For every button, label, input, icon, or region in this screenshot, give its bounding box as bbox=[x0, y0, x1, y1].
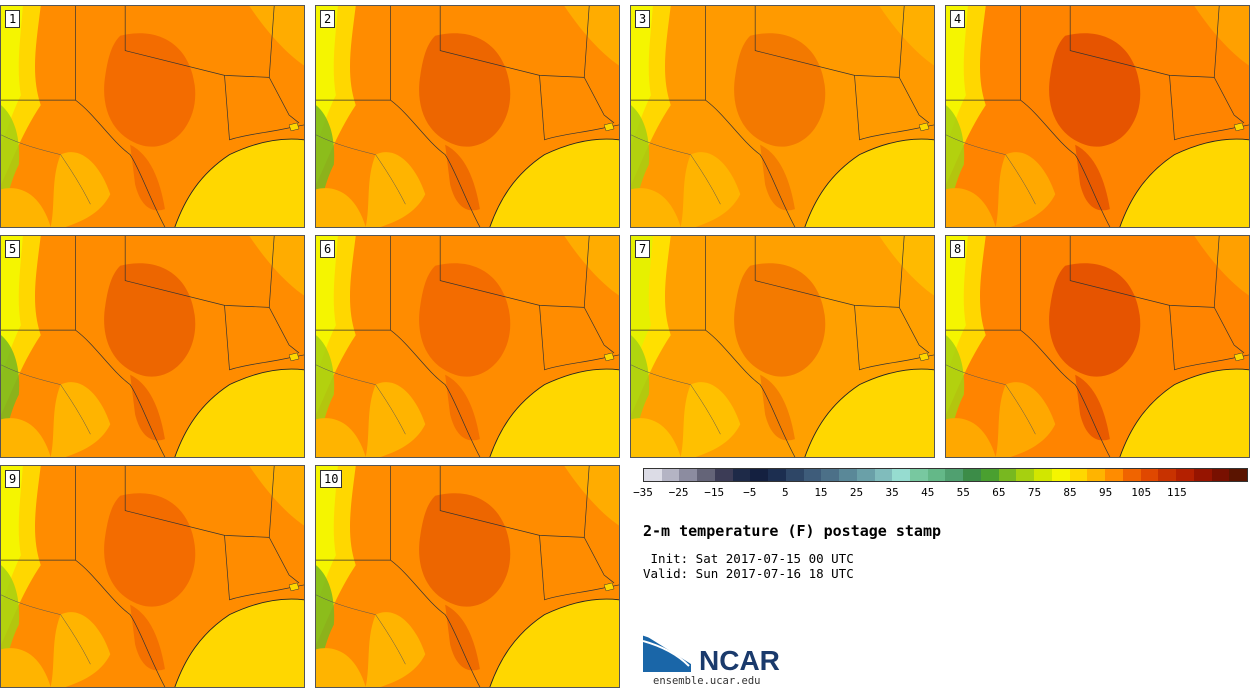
map-panel-2: 2 bbox=[315, 5, 620, 228]
colorbar-segment bbox=[1087, 469, 1106, 481]
panel-label: 8 bbox=[950, 240, 966, 258]
panel-label: 4 bbox=[950, 10, 966, 28]
panel-label: 3 bbox=[635, 10, 651, 28]
colorbar-segment bbox=[1105, 469, 1123, 481]
colorbar-segment bbox=[821, 469, 840, 481]
panel-label: 10 bbox=[320, 470, 343, 488]
colorbar-segment bbox=[750, 469, 769, 481]
colorbar-tick: 105 bbox=[1131, 486, 1152, 499]
temperature-map bbox=[946, 6, 1249, 227]
init-time: Init: Sat 2017-07-15 00 UTC bbox=[643, 551, 854, 566]
temperature-map bbox=[631, 236, 934, 457]
colorbar-segment bbox=[1016, 469, 1035, 481]
temperature-colorbar bbox=[643, 468, 1248, 482]
panel-label: 1 bbox=[5, 10, 21, 28]
colorbar-tick-labels: −35 −25 −15 −5 5 15 25 35 45 55 65 75 85 95 105 115 bbox=[633, 486, 1248, 500]
panel-label: 7 bbox=[635, 240, 651, 258]
panel-label: 5 bbox=[5, 240, 21, 258]
temperature-map bbox=[316, 6, 619, 227]
colorbar-tick: 85 bbox=[1063, 486, 1077, 499]
colorbar-tick: 115 bbox=[1166, 486, 1187, 499]
temperature-map bbox=[1, 6, 304, 227]
colorbar-segment bbox=[1051, 469, 1070, 481]
temperature-map bbox=[1, 466, 304, 687]
colorbar-tick: 45 bbox=[921, 486, 935, 499]
colorbar-tick: 55 bbox=[956, 486, 970, 499]
colorbar-segment bbox=[874, 469, 893, 481]
colorbar-segment bbox=[839, 469, 857, 481]
map-panel-10: 10 bbox=[315, 465, 620, 688]
colorbar-tick: 75 bbox=[1027, 486, 1042, 499]
colorbar-segment bbox=[1122, 469, 1141, 481]
colorbar-segment bbox=[963, 469, 981, 481]
colorbar-tick: 5 bbox=[782, 486, 789, 499]
colorbar-tick: 65 bbox=[992, 486, 1006, 499]
colorbar-segment bbox=[644, 469, 662, 481]
colorbar-segment bbox=[1193, 469, 1212, 481]
ensemble-url[interactable]: ensemble.ucar.edu bbox=[653, 675, 761, 687]
colorbar-segment bbox=[927, 469, 946, 481]
map-panel-1: 1 bbox=[0, 5, 305, 228]
colorbar-tick: 15 bbox=[814, 486, 828, 499]
valid-time: Valid: Sun 2017-07-16 18 UTC bbox=[643, 566, 854, 581]
map-panel-4: 4 bbox=[945, 5, 1250, 228]
ncar-logo-icon bbox=[643, 632, 695, 672]
map-panel-5: 5 bbox=[0, 235, 305, 458]
colorbar-segment bbox=[714, 469, 733, 481]
colorbar-segment bbox=[1069, 469, 1088, 481]
colorbar-segment bbox=[998, 469, 1017, 481]
colorbar-segment bbox=[1211, 469, 1230, 481]
colorbar-segment bbox=[980, 469, 999, 481]
colorbar-tick: −5 bbox=[743, 486, 757, 499]
map-panel-6: 6 bbox=[315, 235, 620, 458]
map-panel-8: 8 bbox=[945, 235, 1250, 458]
colorbar-tick: −25 bbox=[668, 486, 689, 499]
colorbar-tick: −15 bbox=[704, 486, 725, 499]
panel-label: 6 bbox=[320, 240, 336, 258]
ncar-logo-text: NCAR bbox=[699, 645, 780, 676]
temperature-map bbox=[631, 6, 934, 227]
colorbar-segment bbox=[1176, 469, 1194, 481]
colorbar-segment bbox=[661, 469, 680, 481]
temperature-map bbox=[1, 236, 304, 457]
panel-label: 9 bbox=[5, 470, 21, 488]
colorbar-tick: 25 bbox=[849, 486, 864, 499]
colorbar-tick: −35 bbox=[633, 486, 653, 499]
temperature-map bbox=[316, 466, 619, 687]
temperature-map bbox=[946, 236, 1249, 457]
colorbar-segment bbox=[1140, 469, 1159, 481]
chart-title: 2-m temperature (F) postage stamp bbox=[643, 522, 942, 540]
colorbar-segment bbox=[1158, 469, 1177, 481]
colorbar-segment bbox=[856, 469, 875, 481]
colorbar-tick: 95 bbox=[1099, 486, 1113, 499]
colorbar-segment bbox=[1034, 469, 1052, 481]
temperature-map bbox=[316, 236, 619, 457]
colorbar-segment bbox=[679, 469, 698, 481]
colorbar-segment bbox=[697, 469, 715, 481]
colorbar-segment bbox=[1229, 469, 1247, 481]
panel-label: 2 bbox=[320, 10, 336, 28]
colorbar-segment bbox=[785, 469, 804, 481]
colorbar-segment bbox=[768, 469, 786, 481]
colorbar-segment bbox=[910, 469, 928, 481]
map-panel-3: 3 bbox=[630, 5, 935, 228]
colorbar-segment bbox=[945, 469, 964, 481]
colorbar-segment bbox=[803, 469, 822, 481]
map-panel-9: 9 bbox=[0, 465, 305, 688]
colorbar-segment bbox=[892, 469, 911, 481]
map-panel-7: 7 bbox=[630, 235, 935, 458]
colorbar-tick: 35 bbox=[885, 486, 899, 499]
colorbar-segment bbox=[732, 469, 751, 481]
